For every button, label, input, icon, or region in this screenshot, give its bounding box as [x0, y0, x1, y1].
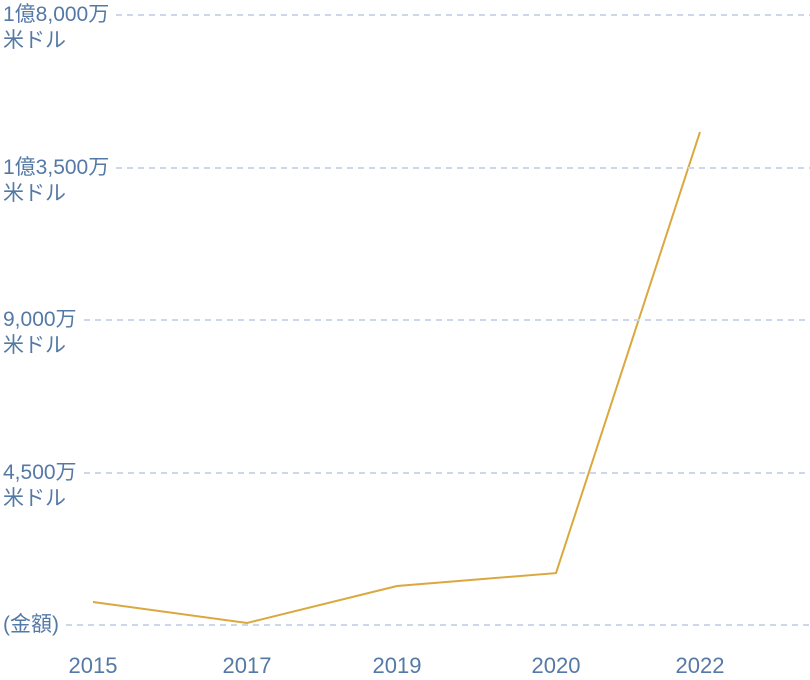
y-tick-label-90m: 9,000万 米ドル	[3, 307, 77, 357]
y-tick-unit: 米ドル	[3, 29, 66, 52]
gridline-row-45m: 4,500万 米ドル	[3, 460, 810, 510]
x-tick-label-2019: 2019	[372, 653, 422, 678]
series-line-amount	[92, 131, 701, 625]
gridline-dash	[116, 166, 810, 169]
gridline-dash	[66, 624, 810, 626]
y-tick-label-45m: 4,500万 米ドル	[3, 460, 77, 510]
y-tick-value: 4,500万	[3, 460, 77, 484]
y-tick-value: 1億3,500万	[3, 155, 110, 179]
y-tick-value: 1億8,000万	[3, 3, 110, 26]
y-tick-value: 9,000万	[3, 308, 77, 331]
gridline-row-90m: 9,000万 米ドル	[3, 307, 810, 357]
x-tick-label-2022: 2022	[675, 653, 725, 678]
gridline-dash	[83, 471, 810, 474]
y-tick-unit: 米ドル	[3, 181, 66, 205]
gridline-row-zero: (金額)	[3, 612, 810, 638]
x-tick-label-2017: 2017	[222, 653, 272, 678]
y-tick-unit: 米ドル	[3, 486, 66, 510]
y-tick-unit: 米ドル	[3, 334, 66, 357]
gridline-dash	[83, 319, 810, 321]
x-tick-label-2020: 2020	[531, 653, 581, 678]
y-tick-label-180m: 1億8,000万 米ドル	[3, 2, 110, 52]
y-axis-title-amount: (金額)	[3, 612, 59, 638]
y-tick-value: (金額)	[3, 613, 59, 636]
y-tick-label-135m: 1億3,500万 米ドル	[3, 155, 110, 205]
gridline-row-180m: 1億8,000万 米ドル	[3, 2, 810, 52]
x-tick-label-2015: 2015	[68, 653, 118, 678]
gridline-row-135m: 1億3,500万 米ドル	[3, 155, 810, 205]
gridline-dash	[116, 14, 810, 16]
